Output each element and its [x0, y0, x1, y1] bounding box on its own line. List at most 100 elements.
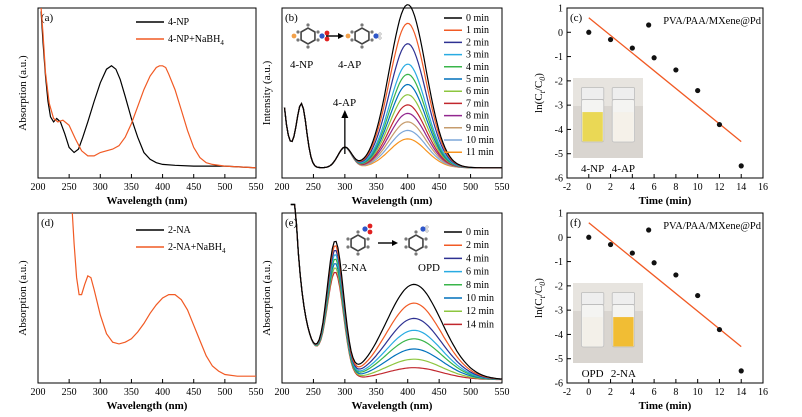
atom-icon — [404, 237, 408, 241]
legend-label: 8 min — [466, 111, 489, 122]
x-tick-label: 0 — [586, 387, 591, 398]
plot-frame — [37, 212, 257, 384]
data-point — [716, 326, 723, 333]
data-point — [738, 368, 744, 374]
atom-icon — [346, 237, 350, 241]
legend-label: 4-NP — [168, 17, 190, 28]
y-tick-label: -2 — [555, 76, 563, 87]
photo-label-right: 4-AP — [612, 163, 635, 175]
legend-label: 2 min — [466, 37, 489, 48]
atom-icon — [366, 237, 370, 241]
legend-label: 2-NA — [168, 225, 192, 236]
atom-icon — [424, 237, 428, 241]
peak-annotation: 4-AP — [333, 97, 356, 109]
atom-icon — [306, 23, 310, 27]
x-tick-label: 400 — [155, 182, 170, 193]
vial-cap — [581, 87, 605, 100]
nitrogen-atom-icon — [319, 33, 325, 39]
legend-label: 6 min — [466, 267, 489, 278]
hydrogen-atom-icon — [425, 225, 429, 229]
x-tick-label: 250 — [62, 387, 77, 398]
x-tick-label: 550 — [249, 182, 264, 193]
data-point — [716, 121, 723, 128]
x-tick-label: 300 — [337, 387, 352, 398]
series-line — [71, 212, 256, 377]
x-tick-label: 450 — [432, 387, 447, 398]
atom-icon — [370, 30, 374, 34]
benzene-ring-icon — [354, 27, 370, 45]
fit-line — [588, 222, 742, 348]
x-tick-label: 14 — [736, 182, 746, 193]
y-tick-label: -1 — [555, 257, 563, 268]
x-tick-label: 16 — [758, 182, 768, 193]
x-tick-label: -2 — [563, 387, 571, 398]
y-tick-label: -6 — [555, 174, 563, 185]
y-tick-label: -3 — [555, 101, 563, 112]
atom-icon — [296, 30, 300, 34]
x-tick-label: 8 — [673, 182, 678, 193]
x-tick-label: 450 — [432, 182, 447, 193]
atom-icon — [346, 245, 350, 249]
x-tick-label: 4 — [630, 387, 635, 398]
x-tick-label: 250 — [62, 182, 77, 193]
data-point — [695, 87, 701, 94]
y-tick-label: -5 — [555, 354, 563, 365]
data-point — [651, 260, 657, 266]
x-tick-label: 500 — [217, 387, 232, 398]
x-tick-label: 14 — [736, 387, 746, 398]
x-tick-label: 10 — [693, 182, 703, 193]
legend-label: 3 min — [466, 50, 489, 61]
x-tick-label: 400 — [400, 182, 415, 193]
y-tick-label: 0 — [558, 28, 563, 39]
data-point — [673, 67, 679, 73]
x-axis-label: Wavelength (nm) — [352, 400, 433, 412]
panel-a: 200 250 300 350 400 450 500 550 Wavelength (nm) A… — [17, 7, 264, 207]
y-tick-label: -4 — [555, 330, 563, 341]
y-tick-label: -2 — [555, 281, 563, 292]
x-tick-label: 350 — [124, 182, 139, 193]
x-axis-label: Wavelength (nm) — [352, 195, 433, 207]
x-tick-label: 10 — [693, 387, 703, 398]
oxygen-atom-icon — [367, 229, 373, 235]
legend-label: 1 min — [466, 25, 489, 36]
x-tick-label: 4 — [630, 182, 635, 193]
panel-label: (d) — [41, 217, 54, 229]
vial-liquid — [613, 112, 634, 142]
oxygen-atom-icon — [324, 30, 330, 36]
photo-label-left: 4-NP — [581, 163, 604, 175]
atom-icon — [360, 23, 364, 27]
atom-icon — [296, 38, 300, 42]
atom-icon — [414, 230, 418, 234]
substituent-icon — [345, 33, 351, 39]
series-line — [283, 4, 502, 169]
legend-label: 5 min — [466, 74, 489, 85]
fit-line — [588, 17, 742, 143]
plot-frame — [566, 7, 764, 179]
x-tick-label: 500 — [463, 387, 478, 398]
catalyst-label: PVA/PAA/MXene@Pd — [663, 221, 762, 232]
legend-label: 9 min — [466, 123, 489, 134]
plot-frame — [281, 7, 503, 179]
x-tick-label: 500 — [217, 182, 232, 193]
reactant-label: 4-NP — [290, 59, 313, 71]
vial-liquid — [582, 112, 603, 142]
benzene-ring-icon — [300, 27, 316, 45]
y-tick-label: -3 — [555, 306, 563, 317]
x-tick-label: 350 — [369, 387, 384, 398]
panel-b: 200 250 300 350 400 450 500 550 Wavelength (nm) I… — [261, 4, 510, 207]
legend-label: 10 min — [466, 135, 494, 146]
hydrogen-atom-icon — [425, 229, 429, 233]
x-tick-label: 350 — [369, 182, 384, 193]
data-point — [607, 36, 614, 43]
x-tick-label: 250 — [306, 387, 321, 398]
series-line — [290, 203, 503, 380]
x-tick-label: 200 — [275, 387, 290, 398]
legend-label: 7 min — [466, 98, 489, 109]
y-tick-label: -1 — [555, 52, 563, 63]
x-tick-label: 550 — [249, 387, 264, 398]
nitrogen-atom-icon — [420, 226, 426, 232]
arrowhead-icon — [338, 33, 344, 39]
data-point — [646, 227, 652, 233]
legend-label: 11 min — [466, 147, 494, 158]
